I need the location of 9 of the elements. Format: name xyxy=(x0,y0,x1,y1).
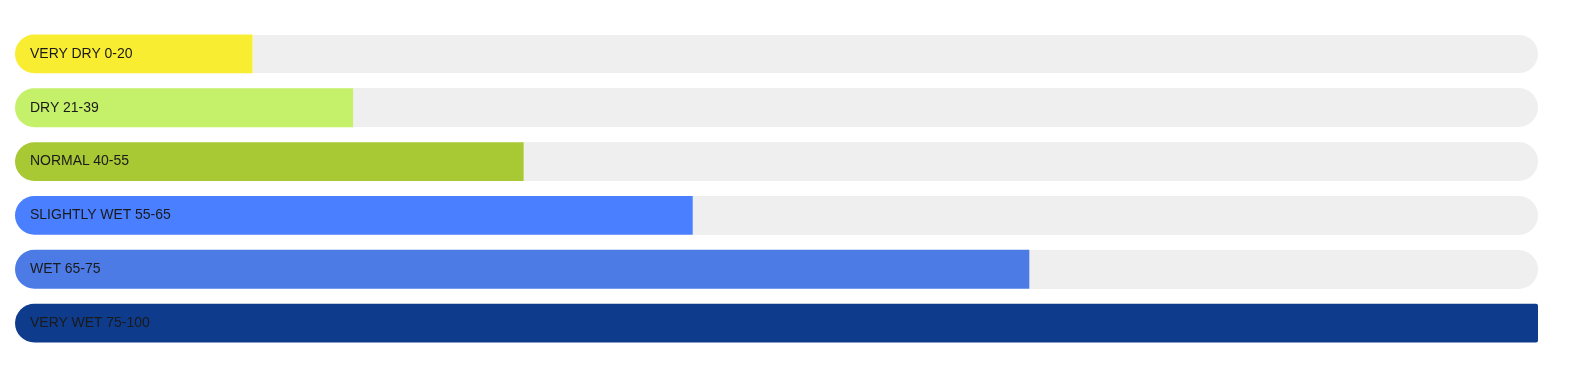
bar xyxy=(15,34,253,74)
bar xyxy=(15,303,1538,343)
bar xyxy=(15,88,354,128)
y-tick-label: VERY WET 75-100 xyxy=(30,313,151,330)
y-tick-label: NORMAL 40-55 xyxy=(30,152,130,169)
y-tick-label: VERY DRY 0-20 xyxy=(30,44,133,61)
y-tick-label: WET 65-75 xyxy=(30,260,101,277)
y-tick-label: SLIGHTLY WET 55-65 xyxy=(30,206,172,223)
y-tick-label: DRY 21-39 xyxy=(30,98,99,115)
